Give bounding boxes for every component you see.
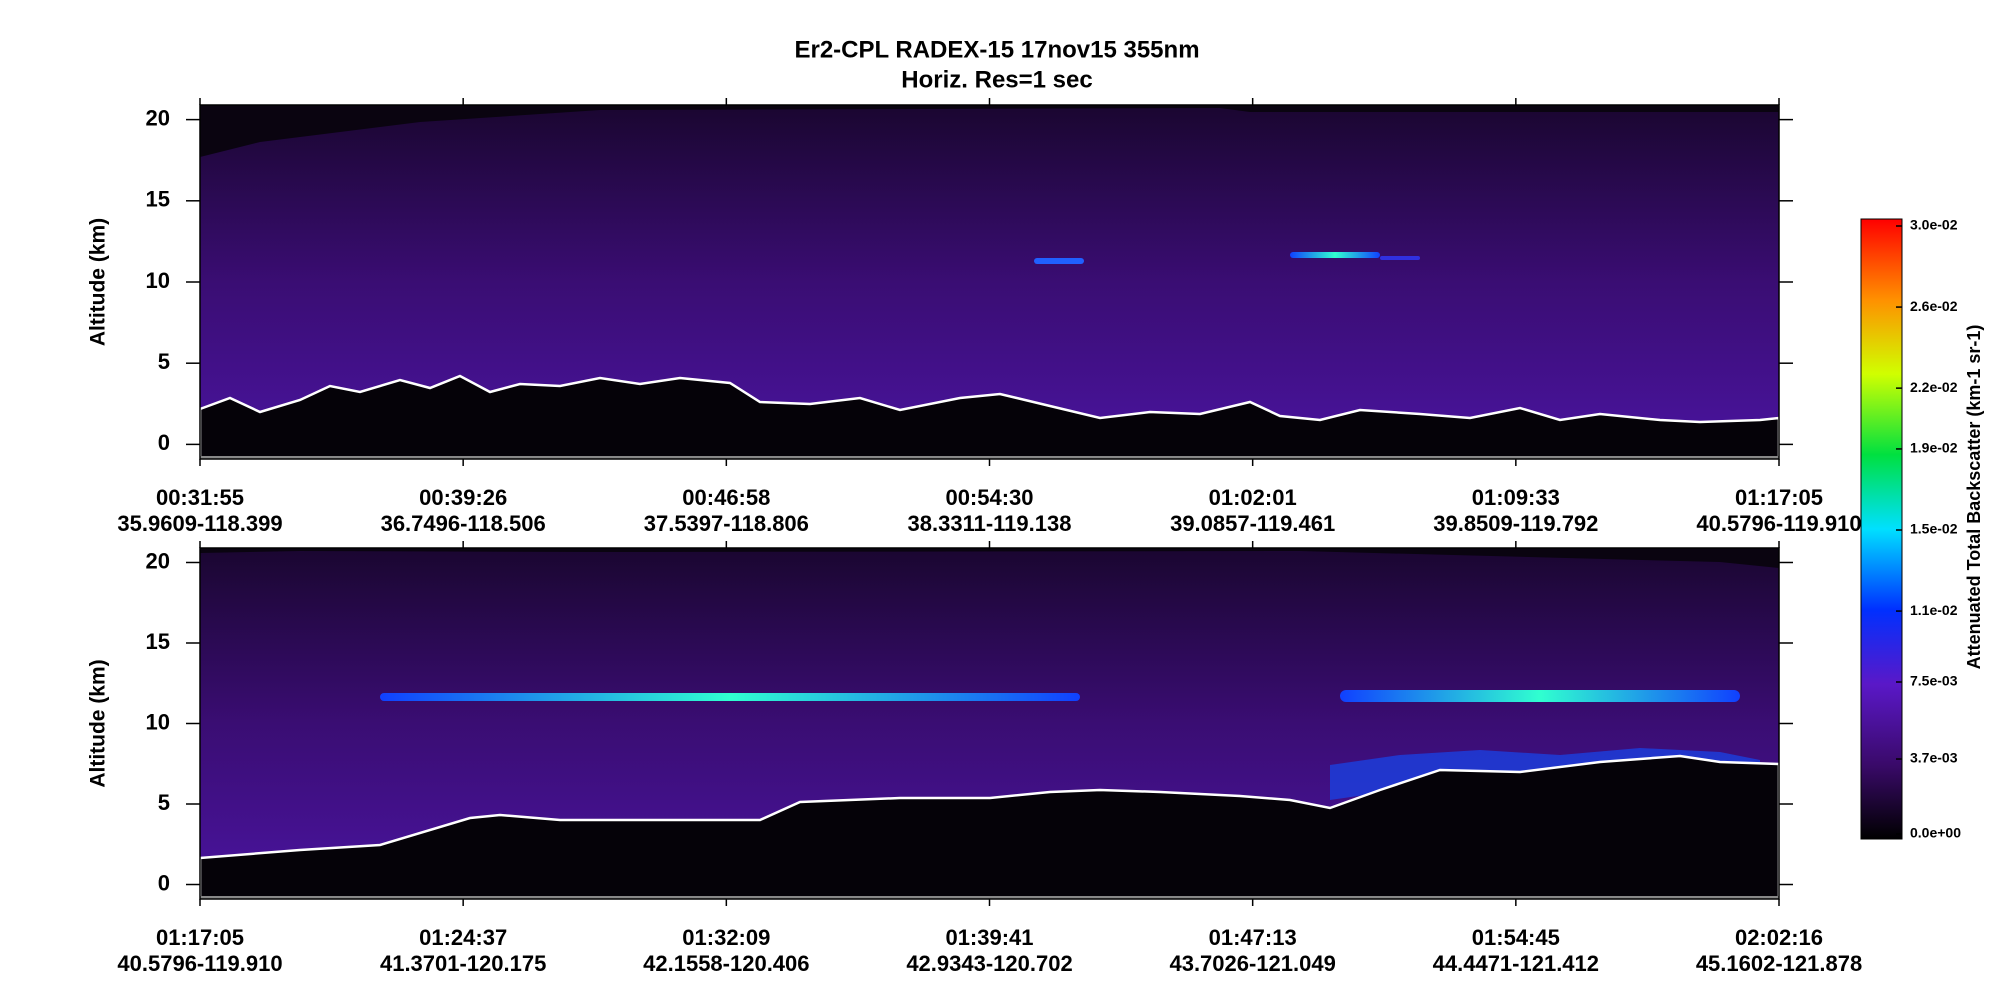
x-tick-location: 42.9343-120.702 [906, 951, 1072, 976]
x-tick-time: 00:46:58 [682, 485, 770, 510]
colorbar-tick-label: 2.6e-02 [1910, 298, 1958, 314]
chart-subtitle: Horiz. Res=1 sec [901, 66, 1092, 93]
x-tick-time: 01:02:01 [1209, 485, 1297, 510]
y-tick-label: 15 [146, 187, 170, 212]
x-tick-time: 00:31:55 [156, 485, 244, 510]
y-axis-label: Altitude (km) [87, 659, 110, 787]
x-tick-location: 40.5796-119.910 [1696, 511, 1861, 536]
x-tick-time: 01:39:41 [945, 925, 1033, 950]
colorbar-tick-label: 1.9e-02 [1910, 440, 1958, 456]
x-tick-location: 35.9609-118.399 [117, 511, 282, 536]
y-tick-label: 20 [146, 548, 170, 573]
x-tick-location: 39.0857-119.461 [1170, 511, 1335, 536]
x-tick-time: 01:32:09 [682, 925, 770, 950]
y-tick-label: 10 [146, 709, 170, 734]
y-tick-label: 10 [146, 268, 170, 293]
y-tick-label: 5 [158, 349, 170, 374]
x-tick-time: 01:24:37 [419, 925, 507, 950]
colorbar-tick-label: 3.0e-02 [1910, 217, 1958, 233]
x-tick-location: 43.7026-121.049 [1169, 951, 1335, 976]
x-tick-time: 01:17:05 [1735, 485, 1823, 510]
colorbar-tick-label: 1.1e-02 [1910, 602, 1958, 618]
y-tick-label: 15 [146, 629, 170, 654]
x-tick-location: 42.1558-120.406 [643, 951, 809, 976]
y-tick-label: 0 [158, 870, 170, 895]
chart-title: Er2-CPL RADEX-15 17nov15 355nm [794, 36, 1199, 63]
x-tick-time: 01:47:13 [1209, 925, 1297, 950]
x-tick-location: 39.8509-119.792 [1433, 511, 1598, 536]
x-tick-location: 36.7496-118.506 [381, 511, 546, 536]
x-tick-location: 37.5397-118.806 [644, 511, 809, 536]
x-tick-location: 44.4471-121.412 [1433, 951, 1599, 976]
x-tick-time: 02:02:16 [1735, 925, 1823, 950]
x-tick-location: 38.3311-119.138 [908, 511, 1072, 536]
x-tick-time: 00:39:26 [419, 485, 507, 510]
y-tick-label: 5 [158, 790, 170, 815]
y-axis-label: Altitude (km) [87, 218, 110, 346]
x-tick-time: 00:54:30 [945, 485, 1033, 510]
colorbar-tick-label: 1.5e-02 [1910, 521, 1958, 537]
x-tick-time: 01:54:45 [1472, 925, 1560, 950]
x-tick-location: 40.5796-119.910 [117, 951, 282, 976]
colorbar-label: Attenuated Total Backscatter (km-1 sr-1) [1964, 325, 1984, 670]
x-tick-time: 01:17:05 [156, 925, 244, 950]
x-tick-time: 01:09:33 [1472, 485, 1560, 510]
colorbar [1860, 218, 1903, 840]
y-tick-label: 0 [158, 430, 170, 455]
curtain-image [198, 105, 1781, 461]
curtain-image [198, 548, 1781, 901]
x-tick-location: 45.1602-121.878 [1696, 951, 1862, 976]
colorbar-tick-label: 2.2e-02 [1910, 379, 1958, 395]
colorbar-tick-label: 7.5e-03 [1910, 673, 1958, 689]
colorbar-tick-label: 3.7e-03 [1910, 750, 1958, 766]
colorbar-tick-label: 0.0e+00 [1910, 825, 1961, 841]
y-tick-label: 20 [146, 105, 170, 130]
x-tick-location: 41.3701-120.175 [380, 951, 546, 976]
